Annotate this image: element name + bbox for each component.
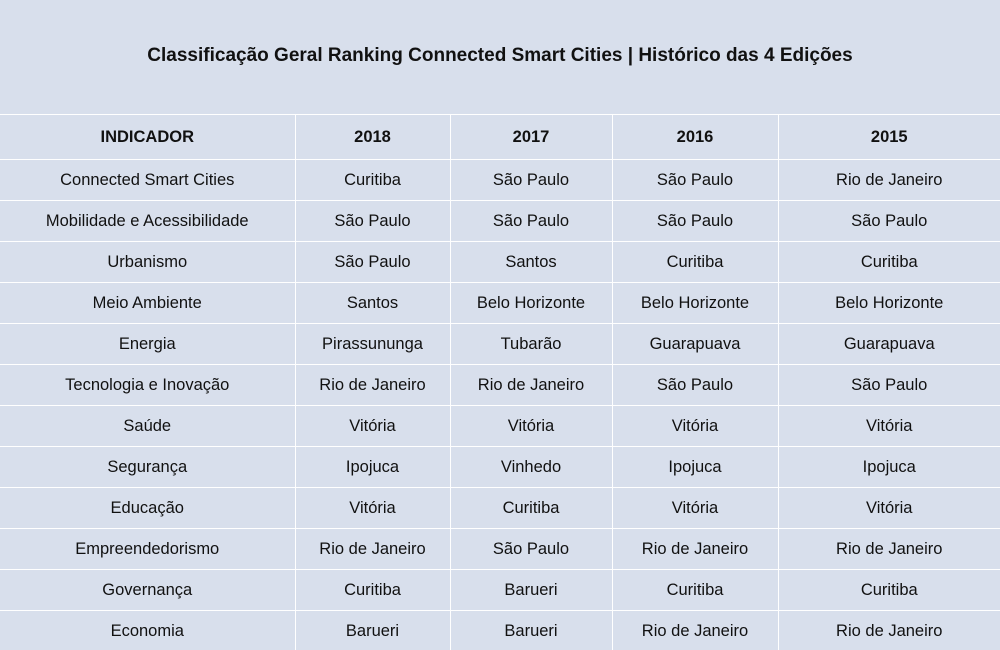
year-2016-cell: Rio de Janeiro [611, 610, 779, 650]
table-row: Economia Barueri Barueri Rio de Janeiro Rio … [0, 610, 1000, 650]
year-2015-cell: Vitória [777, 487, 1000, 529]
header-2018: 2018 [294, 114, 451, 160]
year-2016-cell: Curitiba [611, 241, 779, 283]
indicator-cell: Economia [0, 610, 296, 650]
year-2018-cell: Barueri [294, 610, 451, 650]
year-2015-cell: Rio de Janeiro [777, 159, 1000, 201]
header-2017: 2017 [449, 114, 613, 160]
ranking-table: INDICADOR 2018 2017 2016 2015 Connected … [0, 114, 1000, 650]
indicator-cell: Educação [0, 487, 296, 529]
year-2018-cell: Vitória [294, 487, 451, 529]
year-2015-cell: Guarapuava [777, 323, 1000, 365]
year-2018-cell: Curitiba [294, 569, 451, 611]
year-2018-cell: São Paulo [294, 241, 451, 283]
table-row: Meio Ambiente Santos Belo Horizonte Belo Ho… [0, 282, 1000, 324]
year-2018-cell: Pirassununga [294, 323, 451, 365]
year-2018-cell: Rio de Janeiro [294, 364, 451, 406]
indicator-cell: Empreendedorismo [0, 528, 296, 570]
year-2016-cell: São Paulo [611, 364, 779, 406]
indicator-cell: Energia [0, 323, 296, 365]
year-2015-cell: Curitiba [777, 241, 1000, 283]
year-2018-cell: Ipojuca [294, 446, 451, 488]
year-2015-cell: Ipojuca [777, 446, 1000, 488]
table-row: Connected Smart Cities Curitiba São Paulo S… [0, 159, 1000, 201]
year-2018-cell: Santos [294, 282, 451, 324]
year-2017-cell: Barueri [449, 569, 613, 611]
table-row: Urbanismo São Paulo Santos Curitiba Curitiba [0, 241, 1000, 283]
year-2018-cell: Curitiba [294, 159, 451, 201]
year-2017-cell: Rio de Janeiro [449, 364, 613, 406]
year-2017-cell: São Paulo [449, 159, 613, 201]
table-row: Energia Pirassununga Tubarão Guarapuava Guar… [0, 323, 1000, 365]
year-2018-cell: Rio de Janeiro [294, 528, 451, 570]
page-title: Classificação Geral Ranking Connected Sm… [147, 45, 853, 66]
indicator-cell: Meio Ambiente [0, 282, 296, 324]
table-header-row: INDICADOR 2018 2017 2016 2015 [0, 114, 1000, 160]
header-2016: 2016 [611, 114, 779, 160]
year-2015-cell: São Paulo [777, 364, 1000, 406]
year-2015-cell: Rio de Janeiro [777, 610, 1000, 650]
year-2017-cell: Belo Horizonte [449, 282, 613, 324]
table-row: Mobilidade e Acessibilidade São Paulo São … [0, 200, 1000, 242]
year-2015-cell: São Paulo [777, 200, 1000, 242]
year-2016-cell: São Paulo [611, 200, 779, 242]
year-2016-cell: Vitória [611, 405, 779, 447]
year-2015-cell: Rio de Janeiro [777, 528, 1000, 570]
table-row: Educação Vitória Curitiba Vitória Vitória [0, 487, 1000, 529]
table-row: Governança Curitiba Barueri Curitiba Curitib… [0, 569, 1000, 611]
year-2015-cell: Curitiba [777, 569, 1000, 611]
indicator-cell: Tecnologia e Inovação [0, 364, 296, 406]
year-2017-cell: Vinhedo [449, 446, 613, 488]
year-2017-cell: São Paulo [449, 200, 613, 242]
year-2017-cell: São Paulo [449, 528, 613, 570]
indicator-cell: Segurança [0, 446, 296, 488]
header-indicador: INDICADOR [0, 114, 296, 160]
year-2018-cell: Vitória [294, 405, 451, 447]
indicator-cell: Saúde [0, 405, 296, 447]
year-2017-cell: Santos [449, 241, 613, 283]
table-row: Saúde Vitória Vitória Vitória Vitória [0, 405, 1000, 447]
table-row: Segurança Ipojuca Vinhedo Ipojuca Ipojuca [0, 446, 1000, 488]
table-body: Connected Smart Cities Curitiba São Paulo S… [0, 159, 1000, 650]
year-2017-cell: Curitiba [449, 487, 613, 529]
year-2016-cell: Guarapuava [611, 323, 779, 365]
indicator-cell: Urbanismo [0, 241, 296, 283]
year-2015-cell: Vitória [777, 405, 1000, 447]
year-2015-cell: Belo Horizonte [777, 282, 1000, 324]
year-2016-cell: São Paulo [611, 159, 779, 201]
table-row: Tecnologia e Inovação Rio de Janeiro Rio d… [0, 364, 1000, 406]
year-2016-cell: Belo Horizonte [611, 282, 779, 324]
year-2017-cell: Barueri [449, 610, 613, 650]
year-2016-cell: Curitiba [611, 569, 779, 611]
year-2017-cell: Tubarão [449, 323, 613, 365]
table-row: Empreendedorismo Rio de Janeiro São Paulo R… [0, 528, 1000, 570]
year-2016-cell: Ipojuca [611, 446, 779, 488]
header-2015: 2015 [777, 114, 1000, 160]
year-2018-cell: São Paulo [294, 200, 451, 242]
title-bar: Classificação Geral Ranking Connected Sm… [0, 0, 1000, 114]
year-2016-cell: Vitória [611, 487, 779, 529]
indicator-cell: Connected Smart Cities [0, 159, 296, 201]
year-2016-cell: Rio de Janeiro [611, 528, 779, 570]
year-2017-cell: Vitória [449, 405, 613, 447]
indicator-cell: Governança [0, 569, 296, 611]
indicator-cell: Mobilidade e Acessibilidade [0, 200, 296, 242]
